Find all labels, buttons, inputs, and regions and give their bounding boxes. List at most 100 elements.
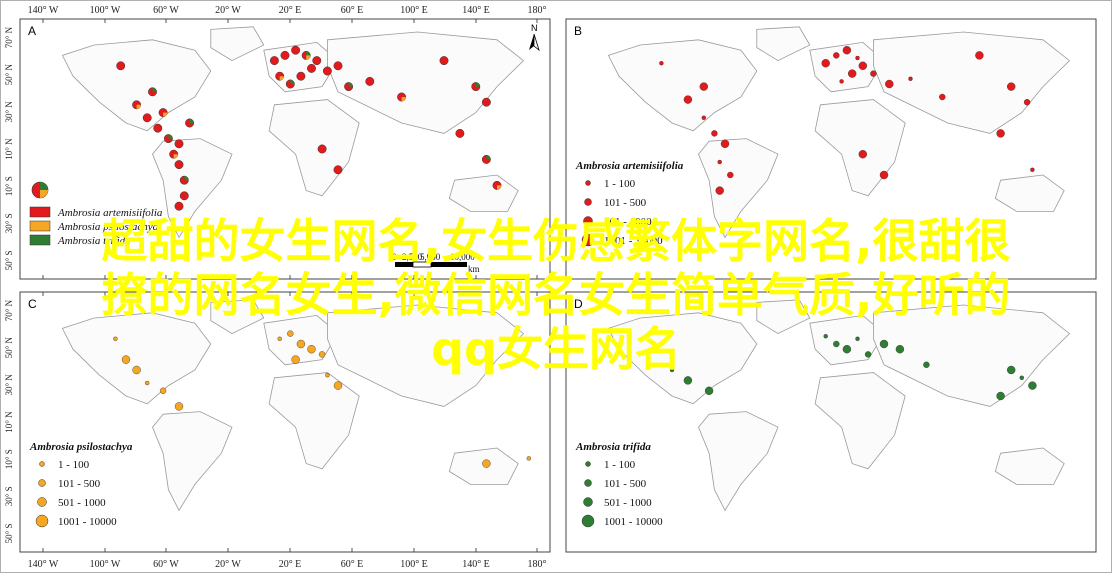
lon-label-bottom: 60° E bbox=[341, 559, 364, 570]
legend-class-label: 1 - 100 bbox=[604, 459, 636, 471]
occurrence-marker bbox=[842, 345, 852, 354]
panel-d: D Ambrosia trifida 1 - 100 101 - 500 501 - 1… bbox=[42, 291, 1097, 553]
land-outline bbox=[61, 39, 212, 132]
legend-class-label: 501 - 1000 bbox=[604, 216, 652, 228]
legend-entry-label: Ambrosia trifida bbox=[57, 235, 131, 247]
occurrence-marker bbox=[113, 336, 118, 341]
occurrence-marker bbox=[701, 115, 706, 121]
occurrence-marker bbox=[923, 361, 930, 368]
lon-label-top: 100° E bbox=[400, 5, 428, 16]
lon-label-top: 60° E bbox=[341, 5, 364, 16]
legend-title: Ambrosia psilostachya bbox=[29, 441, 133, 453]
occurrence-marker bbox=[318, 351, 326, 358]
occurrence-marker bbox=[720, 139, 730, 149]
lon-label-bottom: 20° E bbox=[279, 559, 302, 570]
lon-label-top: 140° E bbox=[462, 5, 490, 16]
lon-label-bottom: 60° W bbox=[153, 559, 179, 570]
occurrence-marker-slice bbox=[168, 134, 173, 139]
land-outline bbox=[994, 174, 1065, 212]
north-arrow-label: N bbox=[531, 23, 538, 33]
occurrence-marker bbox=[439, 56, 449, 66]
legend-class-label: 1001 - 10000 bbox=[604, 235, 663, 247]
legend-size-symbol bbox=[581, 514, 595, 528]
land-outline bbox=[327, 31, 525, 134]
land-outline bbox=[698, 411, 779, 512]
land-outline bbox=[210, 299, 265, 335]
latitude-labels-left: 70° N 50° N 30° N 10° N 10° S 30° S 50° S 70° N… bbox=[4, 26, 14, 543]
lat-label: 50° N bbox=[4, 337, 14, 359]
legend-class-label: 101 - 500 bbox=[604, 197, 647, 209]
occurrence-marker bbox=[144, 380, 150, 386]
lon-label-top: 180° bbox=[528, 5, 547, 16]
occurrence-marker bbox=[895, 345, 905, 354]
legend-entry-label: Ambrosia psilostachya bbox=[57, 221, 159, 233]
scale-label-5000: 5,000 bbox=[420, 252, 441, 262]
occurrence-marker bbox=[659, 61, 664, 66]
occurrence-marker bbox=[1007, 82, 1016, 91]
occurrence-marker bbox=[833, 340, 840, 348]
land-outline bbox=[152, 138, 233, 239]
lon-label-top: 60° W bbox=[153, 5, 179, 16]
occurrence-marker-slice bbox=[163, 112, 168, 117]
legend-size-symbol bbox=[583, 216, 593, 226]
lat-label: 50° S bbox=[4, 250, 14, 270]
panel-legend: Ambrosia trifida 1 - 100 101 - 500 501 - 10… bbox=[575, 441, 663, 528]
scale-label-10000: 10,000 bbox=[450, 252, 475, 262]
legend-size-symbol bbox=[37, 497, 47, 507]
occurrence-marker bbox=[683, 95, 693, 104]
occurrence-marker bbox=[858, 149, 867, 159]
land-outline bbox=[607, 312, 758, 405]
legend-size-symbol bbox=[39, 461, 45, 467]
occurrence-marker bbox=[848, 69, 857, 78]
banner-line-2: 撩的网名女生,微信网名女生简单气质,好听的 bbox=[101, 268, 1011, 322]
legend-entry-label: Ambrosia artemisiifolia bbox=[57, 207, 163, 219]
occurrence-marker bbox=[939, 93, 946, 101]
occurrence-marker bbox=[312, 56, 322, 66]
legend-size-symbol bbox=[585, 461, 591, 467]
occurrence-marker bbox=[823, 334, 828, 339]
legend-class-label: 101 - 500 bbox=[58, 478, 101, 490]
occurrence-marker bbox=[526, 456, 531, 461]
longitude-labels-bottom: 140° W 100° W 60° W 20° W 20° E 60° E 100° E 14… bbox=[28, 559, 547, 570]
lon-label-top: 20° W bbox=[215, 5, 241, 16]
occurrence-marker bbox=[1030, 167, 1035, 173]
panel-c: C Ambrosia psilostachya 1 - 100 101 - 500 50… bbox=[19, 291, 551, 553]
occurrence-marker bbox=[858, 61, 867, 71]
panel-letter: A bbox=[28, 24, 36, 38]
legend-size-symbol bbox=[38, 479, 46, 487]
occurrence-marker bbox=[277, 336, 282, 341]
occurrence-marker bbox=[683, 376, 693, 385]
panel-b: B Ambrosia artemisiifolia 1 - 100 101 - 500… bbox=[42, 18, 1097, 280]
occurrence-marker-slice bbox=[497, 185, 502, 190]
occurrence-marker bbox=[142, 113, 152, 123]
occurrence-marker bbox=[1019, 375, 1024, 380]
occurrence-marker bbox=[711, 130, 718, 137]
land-outline bbox=[994, 447, 1065, 485]
lat-label: 10° S bbox=[4, 176, 14, 196]
lon-label-bottom: 100° E bbox=[400, 559, 428, 570]
legend-pie-slice bbox=[40, 182, 48, 190]
banner-line-1: 超甜的女生网名,女生伤感繁体字网名,很甜很 bbox=[101, 214, 1011, 268]
occurrence-marker bbox=[864, 351, 872, 358]
lat-label: 30° S bbox=[4, 486, 14, 506]
land-outline bbox=[61, 312, 212, 405]
occurrence-marker bbox=[727, 171, 734, 179]
occurrence-marker bbox=[159, 387, 167, 394]
lon-label-top: 140° W bbox=[28, 5, 59, 16]
occurrence-marker bbox=[715, 186, 724, 195]
lat-label: 70° N bbox=[4, 26, 14, 48]
lat-label: 10° S bbox=[4, 449, 14, 469]
lat-label: 70° N bbox=[4, 299, 14, 321]
occurrence-marker bbox=[482, 459, 491, 468]
occurrence-marker bbox=[481, 97, 491, 107]
occurrence-marker bbox=[996, 129, 1005, 138]
legend-title: Ambrosia artemisiifolia bbox=[575, 160, 684, 172]
scale-bar: 0 2,500 5,000 10,000 km bbox=[392, 252, 480, 274]
panel-letter: D bbox=[574, 297, 583, 311]
legend-class-label: 1001 - 10000 bbox=[604, 516, 663, 528]
occurrence-marker bbox=[121, 355, 131, 364]
occurrence-marker-slice bbox=[306, 51, 311, 56]
occurrence-marker bbox=[669, 367, 675, 373]
north-arrow-icon: N bbox=[529, 23, 540, 52]
